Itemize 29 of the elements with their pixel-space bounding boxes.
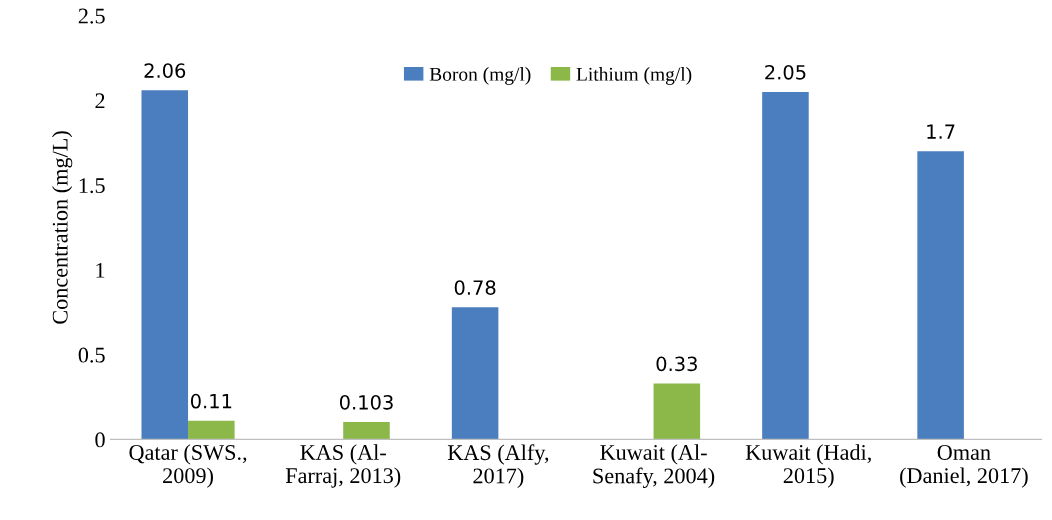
y-tick-label: 1.5 xyxy=(79,178,105,194)
bar xyxy=(762,91,809,440)
data-label: 0.103 xyxy=(339,394,393,410)
data-label: 2.06 xyxy=(144,63,186,78)
bar xyxy=(188,420,235,440)
data-label: 2.05 xyxy=(765,64,806,80)
y-tick-label: 2.5 xyxy=(78,8,105,24)
x-tick-label: Kuwait (Hadi, 2015) xyxy=(745,444,871,488)
bar xyxy=(917,151,964,440)
data-label: 0.78 xyxy=(454,280,496,295)
y-axis-title: Concentration (mg/L) xyxy=(52,131,73,324)
y-tick-label: 2 xyxy=(95,93,105,109)
bar xyxy=(141,90,189,440)
y-tick-label: 1 xyxy=(96,262,105,278)
bar xyxy=(451,307,499,440)
x-tick-label: KAS (Alfy, 2017) xyxy=(447,444,549,488)
bar xyxy=(653,383,701,440)
x-tick-label: Qatar (SWS., 2009) xyxy=(129,444,247,488)
y-tick-label: 0.5 xyxy=(78,347,105,363)
data-label: 1.7 xyxy=(927,124,955,139)
data-label: 0.11 xyxy=(190,393,232,409)
x-tick-label: Oman (Daniel, 2017) xyxy=(900,444,1028,488)
y-tick-label: 0 xyxy=(95,432,105,448)
x-tick-label: Kuwait (Al- Senafy, 2004) xyxy=(593,444,715,488)
legend-label: Lithium (mg/l) xyxy=(576,67,692,85)
bar xyxy=(343,421,390,440)
data-label: 0.33 xyxy=(656,356,697,372)
legend-label: Boron (mg/l) xyxy=(429,67,531,85)
x-tick-label: KAS (Al- Farraj, 2013) xyxy=(285,444,401,488)
